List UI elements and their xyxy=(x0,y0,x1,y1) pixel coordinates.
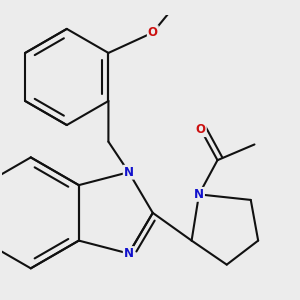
Text: O: O xyxy=(148,26,158,39)
Text: N: N xyxy=(124,166,134,179)
Text: N: N xyxy=(124,247,134,260)
Text: N: N xyxy=(194,188,204,201)
Text: O: O xyxy=(196,123,206,136)
